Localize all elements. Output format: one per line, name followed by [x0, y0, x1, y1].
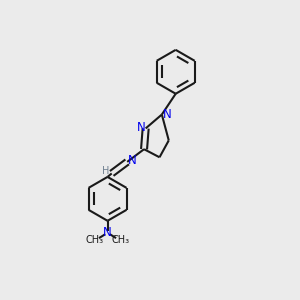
Text: N: N: [163, 108, 171, 121]
Text: N: N: [128, 154, 136, 166]
Text: N: N: [137, 121, 146, 134]
Text: CH₃: CH₃: [111, 235, 129, 245]
Text: CH₃: CH₃: [86, 235, 104, 245]
Text: H: H: [102, 166, 109, 176]
Text: N: N: [103, 226, 112, 239]
